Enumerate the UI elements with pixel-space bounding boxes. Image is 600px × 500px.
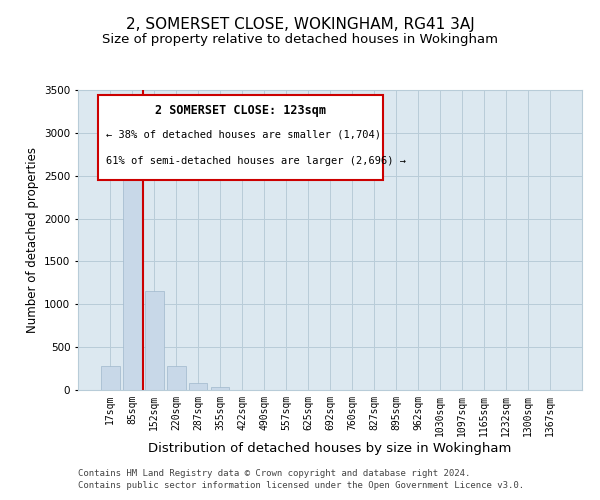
X-axis label: Distribution of detached houses by size in Wokingham: Distribution of detached houses by size … (148, 442, 512, 454)
Bar (123, 163, 142, 390)
Bar (167, 366, 185, 390)
Y-axis label: Number of detached properties: Number of detached properties (26, 147, 38, 333)
Text: 2, SOMERSET CLOSE, WOKINGHAM, RG41 3AJ: 2, SOMERSET CLOSE, WOKINGHAM, RG41 3AJ (125, 18, 475, 32)
Text: Size of property relative to detached houses in Wokingham: Size of property relative to detached ho… (102, 32, 498, 46)
Text: 61% of semi-detached houses are larger (2,696) →: 61% of semi-detached houses are larger (… (106, 156, 406, 166)
Bar (101, 366, 119, 390)
Text: 2 SOMERSET CLOSE: 123sqm: 2 SOMERSET CLOSE: 123sqm (155, 104, 326, 117)
Text: Contains public sector information licensed under the Open Government Licence v3: Contains public sector information licen… (78, 481, 524, 490)
FancyBboxPatch shape (98, 94, 383, 180)
Text: Contains HM Land Registry data © Crown copyright and database right 2024.: Contains HM Land Registry data © Crown c… (78, 468, 470, 477)
Bar (211, 386, 229, 390)
Bar (189, 383, 208, 390)
Text: ← 38% of detached houses are smaller (1,704): ← 38% of detached houses are smaller (1,… (106, 129, 381, 139)
Bar (145, 292, 164, 390)
